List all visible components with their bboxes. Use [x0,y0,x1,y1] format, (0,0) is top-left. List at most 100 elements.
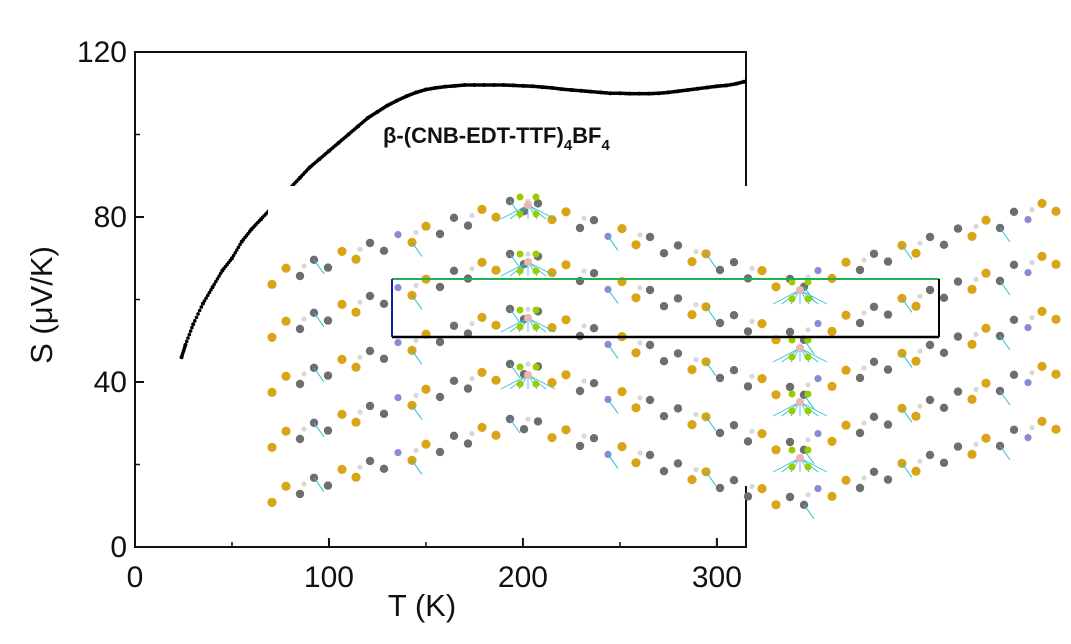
bf4-anions [500,193,828,473]
contact-line [313,422,325,438]
sulfur-atom [561,315,571,325]
hydrogen-atom [525,416,531,422]
sulfur-atom [351,362,361,372]
sulfur-atom [631,348,641,358]
hydrogen-atom [1029,207,1035,213]
sulfur-atom [967,284,977,294]
carbon-atom [855,265,865,275]
sulfur-atom [267,442,277,452]
carbon-atom [589,434,599,443]
carbon-atom [785,437,795,447]
carbon-atom [449,376,459,385]
x-tick-label: 0 [127,561,144,594]
boron-atom [524,314,532,322]
carbon-atom [659,302,669,311]
data-point [186,336,190,340]
contact-line [509,418,521,434]
carbon-atom [953,442,963,451]
carbon-atom [435,337,445,347]
fluorine-atom [516,193,524,201]
hydrogen-atom [637,232,643,238]
hydrogen-atom [301,316,307,322]
data-point [190,325,194,330]
hydrogen-atom [637,395,643,401]
carbon-atom [435,447,445,457]
sulfur-atom [981,378,991,388]
carbon-atom [295,379,305,389]
hydrogen-atom [917,240,923,246]
nitrogen-atom [1024,324,1032,332]
carbon-atom [589,324,599,333]
y-tick-label: 120 [77,36,127,69]
carbon-atom [729,421,739,430]
sulfur-atom [631,240,641,250]
sulfur-atom [911,248,921,258]
carbon-atom [883,420,893,429]
data-point [194,315,199,320]
nitrogen-atom [394,231,402,239]
compound-annotation: β-(CNB-EDT-TTF)4BF4 [383,123,611,154]
carbon-atom [1009,260,1019,269]
sulfur-atom [841,475,851,485]
sulfur-atom [337,299,347,309]
hydrogen-atom [357,246,363,252]
sulfur-atom [561,370,571,380]
fluorine-atom [532,193,540,201]
contact-line [500,261,529,277]
carbon-atom [953,332,963,341]
hydrogen-atom [469,213,475,219]
sulfur-atom [547,268,557,278]
data-point [184,339,189,344]
hydrogen-atom [693,357,699,363]
sulfur-atom [967,449,977,459]
fluorine-atom [532,267,540,275]
sulfur-atom [561,260,571,270]
sulfur-atom [841,420,851,430]
nitrogen-atom [1024,269,1032,277]
hydrogen-atom [637,285,643,291]
sulfur-atom [981,433,991,443]
data-point [188,329,193,333]
nitrogen-atom [814,430,822,438]
contact-line [901,408,913,423]
sulfur-atom [687,257,697,267]
boron-atom [796,454,804,462]
carbon-atom [743,327,753,336]
hydrogen-atom [581,215,587,221]
hydrogen-atom [357,464,363,470]
x-tick-label: 100 [304,561,354,594]
hydrogen-atom [805,382,811,388]
hydrogen-atom [581,433,587,439]
carbon-atom [379,409,389,418]
carbon-atom [925,450,935,460]
carbon-atom [589,379,599,388]
hydrogen-atom [749,483,755,489]
fluorine-atom [788,353,796,361]
nitrogen-atom [394,394,402,402]
sulfur-atom [1051,259,1061,269]
boron-atom [796,344,804,352]
carbon-atom [855,428,865,438]
sulfur-atom [547,215,557,225]
data-point [205,293,210,298]
data-point [229,256,234,261]
sulfur-atom [547,323,557,333]
sulfur-atom [491,375,501,385]
contact-line [411,460,423,475]
contact-line [607,399,619,414]
carbon-atom [449,213,459,222]
molecular-chains [267,196,1061,520]
carbon-atom [659,467,669,476]
boron-atom [524,258,532,266]
carbon-atom [743,437,753,446]
carbon-atom [519,425,529,434]
carbon-atom [953,387,963,396]
carbon-atom [295,324,305,334]
sulfur-atom [631,458,641,468]
fluorine-atom [804,390,812,398]
nitrogen-atom [814,320,822,328]
hydrogen-atom [581,323,587,329]
sulfur-atom [547,378,557,388]
sulfur-atom [757,266,767,276]
contact-line [607,236,619,251]
